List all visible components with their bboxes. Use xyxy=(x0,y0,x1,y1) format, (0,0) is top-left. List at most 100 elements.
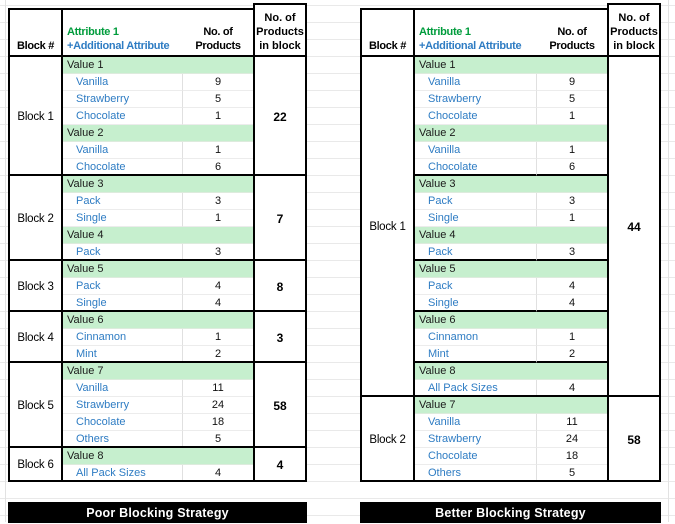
item-count: 4 xyxy=(183,465,253,482)
item-count: 1 xyxy=(183,329,253,346)
item-label: Pack xyxy=(63,193,183,210)
header-attribute-line2: +Additional Attribute xyxy=(419,40,522,52)
item-count: 5 xyxy=(183,431,253,448)
block-label: Block 1 xyxy=(362,57,415,397)
header-products-in-block: No. of Products in block xyxy=(253,3,307,55)
item-label: Vanilla xyxy=(415,74,537,91)
value-row: Value 4 xyxy=(63,227,253,244)
block-total: 44 xyxy=(607,57,659,397)
block-total: 58 xyxy=(607,397,659,482)
item-label: Strawberry xyxy=(63,91,183,108)
value-row: Value 2 xyxy=(63,125,253,142)
item-count: 6 xyxy=(537,159,607,176)
item-count: 18 xyxy=(537,448,607,465)
item-label: Strawberry xyxy=(415,91,537,108)
item-label: Vanilla xyxy=(415,414,537,431)
value-row: Value 8 xyxy=(63,448,253,465)
value-row: Value 7 xyxy=(63,363,253,380)
item-label: Single xyxy=(63,210,183,227)
item-count: 9 xyxy=(183,74,253,91)
item-label: Vanilla xyxy=(63,74,183,91)
header-attribute-line1: Attribute 1 xyxy=(67,26,119,38)
header-line: Products xyxy=(549,40,595,52)
item-count: 5 xyxy=(537,465,607,482)
value-row: Value 2 xyxy=(415,125,607,142)
block-group: Block 6 Value 8 All Pack Sizes 4 4 xyxy=(8,448,307,482)
item-label: Chocolate xyxy=(63,108,183,125)
header-line: No. of xyxy=(264,12,296,24)
item-count: 3 xyxy=(537,193,607,210)
item-count: 2 xyxy=(183,346,253,363)
item-count: 18 xyxy=(183,414,253,431)
item-count: 24 xyxy=(183,397,253,414)
item-count: 4 xyxy=(183,278,253,295)
item-count: 1 xyxy=(183,108,253,125)
better-strategy-table: No. of Products in block Block # Attribute 1… xyxy=(360,3,661,482)
value-row: Value 1 xyxy=(415,57,607,74)
block-group: Block 2 Value 3 Pack 3 Single 1 Value 4 Pack 3 7 xyxy=(8,176,307,261)
item-label: Pack xyxy=(415,278,537,295)
item-count: 24 xyxy=(537,431,607,448)
header-line: in block xyxy=(613,40,655,52)
poor-strategy-table: No. of Products in block Block # Attribute 1… xyxy=(8,3,307,482)
table-header-row: Block # Attribute 1 +Additional Attribute N… xyxy=(10,8,305,57)
block-group: Block 1 Value 1 Vanilla 9 Strawberry 5 Chocola… xyxy=(8,57,307,176)
header-no-of-products: No. of Products xyxy=(183,8,253,55)
better-strategy-title-bar: Better Blocking Strategy xyxy=(360,502,661,523)
value-row: Value 5 xyxy=(415,261,607,278)
item-label: Strawberry xyxy=(63,397,183,414)
item-label: Chocolate xyxy=(63,414,183,431)
block-group: Block 4 Value 6 Cinnamon 1 Mint 2 3 xyxy=(8,312,307,363)
item-count: 4 xyxy=(537,380,607,397)
item-count: 4 xyxy=(537,295,607,312)
block-label: Block 1 xyxy=(10,57,63,176)
header-line: in block xyxy=(259,40,301,52)
item-count: 3 xyxy=(183,193,253,210)
header-attribute: Attribute 1 +Additional Attribute xyxy=(415,8,537,55)
value-row: Value 8 xyxy=(415,363,607,380)
poor-strategy-title-bar: Poor Blocking Strategy xyxy=(8,502,307,523)
item-label: Cinnamon xyxy=(63,329,183,346)
header-no-of-products: No. of Products xyxy=(537,8,607,55)
item-count: 5 xyxy=(183,91,253,108)
value-row: Value 1 xyxy=(63,57,253,74)
item-count: 4 xyxy=(183,295,253,312)
item-label: Pack xyxy=(63,278,183,295)
block-total: 8 xyxy=(253,261,305,312)
item-label: Single xyxy=(415,210,537,227)
block-label: Block 4 xyxy=(10,312,63,363)
item-count: 2 xyxy=(537,346,607,363)
item-count: 1 xyxy=(537,142,607,159)
table-top-border xyxy=(8,8,253,10)
item-label: All Pack Sizes xyxy=(63,465,183,482)
item-label: Others xyxy=(63,431,183,448)
item-count: 3 xyxy=(183,244,253,261)
header-line: No. of xyxy=(618,12,650,24)
item-label: Pack xyxy=(63,244,183,261)
item-label: Single xyxy=(63,295,183,312)
header-block-number: Block # xyxy=(362,8,415,55)
item-label: Mint xyxy=(63,346,183,363)
item-label: Strawberry xyxy=(415,431,537,448)
value-row: Value 6 xyxy=(63,312,253,329)
item-label: Pack xyxy=(415,193,537,210)
item-label: Vanilla xyxy=(63,380,183,397)
item-count: 6 xyxy=(183,159,253,176)
value-row: Value 5 xyxy=(63,261,253,278)
block-group: Block 3 Value 5 Pack 4 Single 4 8 xyxy=(8,261,307,312)
item-label: Vanilla xyxy=(63,142,183,159)
header-line: No. of xyxy=(557,26,587,38)
value-row: Value 3 xyxy=(415,176,607,193)
block-total: 22 xyxy=(253,57,305,176)
header-block-number: Block # xyxy=(10,8,63,55)
item-count: 1 xyxy=(537,108,607,125)
block-label: Block 2 xyxy=(10,176,63,261)
item-label: Others xyxy=(415,465,537,482)
block-total: 7 xyxy=(253,176,305,261)
block-total: 4 xyxy=(253,448,305,482)
block-label: Block 2 xyxy=(362,397,415,482)
item-count: 11 xyxy=(537,414,607,431)
block-group: Block 5 Value 7 Vanilla 11 Strawberry 24 Choco… xyxy=(8,363,307,448)
item-count: 1 xyxy=(183,142,253,159)
header-attribute-line2: +Additional Attribute xyxy=(67,40,170,52)
